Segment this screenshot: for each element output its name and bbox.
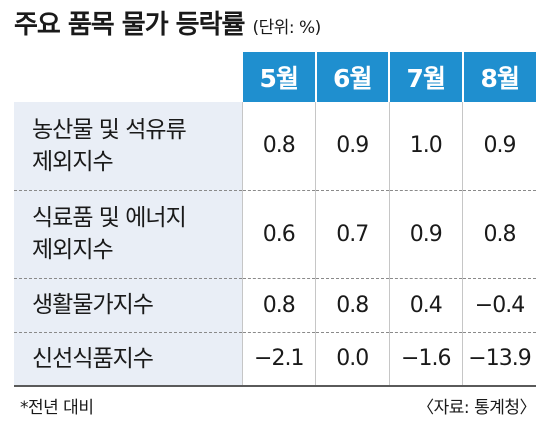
value-cell: 0.8 xyxy=(241,102,316,191)
column-header: 6월 xyxy=(314,52,389,102)
source-credit: 〈자료: 통계청〉 xyxy=(417,398,536,418)
table-row: 농산물 및 석유류 제외지수 0.8 0.9 1.0 0.9 xyxy=(14,102,536,191)
unit-label: (단위: %) xyxy=(252,18,321,38)
price-change-table: 5월 6월 7월 8월 농산물 및 석유류 제외지수 0.8 0.9 1.0 0… xyxy=(14,52,536,387)
header-corner xyxy=(14,52,242,102)
value-cell: −1.6 xyxy=(388,332,463,387)
value-cell: 0.6 xyxy=(241,190,316,279)
column-header: 8월 xyxy=(461,52,536,102)
row-label-line: 농산물 및 석유류 xyxy=(32,116,187,143)
value-cell: 1.0 xyxy=(388,102,463,191)
value-cell: 0.4 xyxy=(388,278,463,333)
row-label-line: 생활물가지수 xyxy=(32,291,154,318)
value-cell: −2.1 xyxy=(241,332,316,387)
value-cell: −0.4 xyxy=(462,278,536,333)
value-cell: 0.9 xyxy=(315,102,389,191)
footnote: *전년 대비 xyxy=(20,398,94,418)
column-header: 7월 xyxy=(388,52,463,102)
value-cell: −13.9 xyxy=(462,332,536,387)
header-row: 5월 6월 7월 8월 xyxy=(14,52,536,102)
table-row: 식료품 및 에너지 제외지수 0.6 0.7 0.9 0.8 xyxy=(14,190,536,279)
value-cell: 0.0 xyxy=(315,332,389,387)
column-header: 5월 xyxy=(241,52,316,102)
chart-title: 주요 품목 물가 등락률 xyxy=(14,10,245,40)
row-label-line: 신선식품지수 xyxy=(32,345,154,372)
value-cell: 0.8 xyxy=(315,278,389,333)
value-cell: 0.9 xyxy=(462,102,536,191)
table-row: 생활물가지수 0.8 0.8 0.4 −0.4 xyxy=(14,278,536,333)
row-label: 식료품 및 에너지 제외지수 xyxy=(14,190,242,279)
row-label: 신선식품지수 xyxy=(14,332,242,387)
row-label: 생활물가지수 xyxy=(14,278,242,333)
row-label-line: 제외지수 xyxy=(32,148,114,175)
row-label-line: 식료품 및 에너지 xyxy=(32,204,187,231)
row-label-line: 제외지수 xyxy=(32,237,114,263)
row-label: 농산물 및 석유류 제외지수 xyxy=(14,102,242,191)
value-cell: 0.7 xyxy=(315,190,389,279)
value-cell: 0.8 xyxy=(241,278,316,333)
table-row: 신선식품지수 −2.1 0.0 −1.6 −13.9 xyxy=(14,332,536,387)
title-row: 주요 품목 물가 등락률 (단위: %) xyxy=(14,4,321,44)
value-cell: 0.9 xyxy=(388,190,463,279)
value-cell: 0.8 xyxy=(462,190,536,279)
